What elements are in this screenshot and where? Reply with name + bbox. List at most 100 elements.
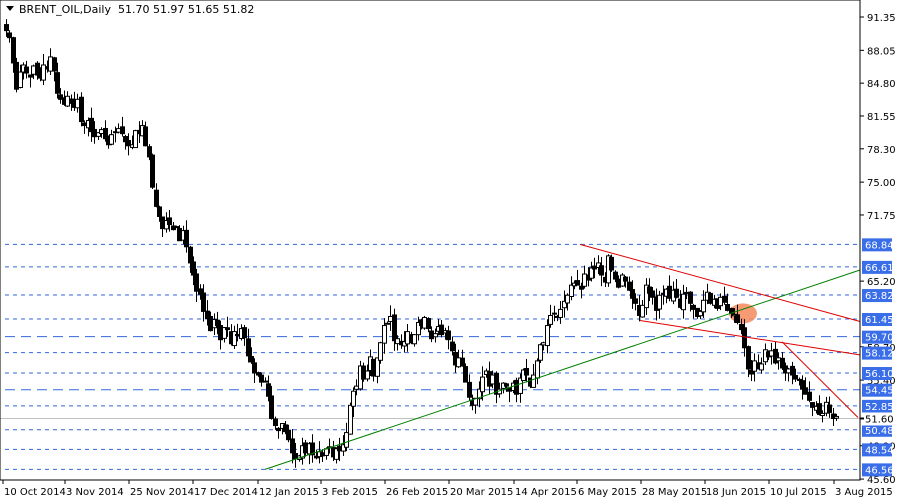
- candle: [198, 288, 203, 295]
- candle: [793, 375, 798, 380]
- plot-frame: [0, 0, 861, 481]
- candle: [684, 291, 689, 294]
- candle: [18, 71, 23, 89]
- candle: [541, 342, 546, 346]
- candle: [735, 314, 740, 324]
- candle: [701, 299, 706, 313]
- bid-label: 51.60: [865, 414, 894, 425]
- candle: [433, 333, 438, 338]
- candle: [7, 32, 12, 39]
- chart-title: BRENT_OIL,Daily 51.70 51.97 51.65 51.82: [6, 3, 254, 16]
- candle: [426, 318, 431, 330]
- candlesticks: [4, 19, 839, 468]
- candle: [133, 130, 138, 149]
- candle: [177, 227, 182, 242]
- candle: [385, 322, 390, 325]
- candle: [215, 319, 220, 327]
- candle: [810, 402, 815, 408]
- time-axis[interactable]: 10 Oct 2014 3 Nov 2014 25 Nov 2014 17 Dec 2…: [2, 480, 893, 498]
- candle: [303, 442, 308, 454]
- price-tick: 88.05: [867, 46, 896, 57]
- candle: [150, 154, 155, 188]
- green-trendline[interactable]: [264, 269, 861, 470]
- candle: [174, 226, 179, 229]
- candle: [188, 246, 193, 264]
- candle: [688, 291, 693, 304]
- candle: [790, 365, 795, 376]
- dropdown-triangle-icon[interactable]: [6, 6, 14, 11]
- candle: [524, 368, 529, 376]
- level-label-bg: [862, 367, 892, 381]
- candle: [480, 376, 485, 393]
- candle: [184, 229, 189, 248]
- candle: [759, 363, 764, 371]
- date-tick: 3 Nov 2014: [66, 487, 124, 498]
- candle: [633, 298, 638, 304]
- candle: [657, 294, 662, 310]
- price-tick: 81.55: [867, 112, 896, 123]
- candle: [531, 374, 536, 388]
- price-tick: 55.40: [867, 376, 896, 387]
- candle: [800, 380, 805, 390]
- candle: [518, 377, 523, 394]
- level-label-bg: [862, 238, 892, 252]
- red-trendline[interactable]: [781, 341, 859, 418]
- level-label-bg: [862, 330, 892, 344]
- candle: [14, 61, 19, 90]
- level-labels: 68.84 66.61 63.82 61.45 59.70 58.12 56.10 54.45…: [860, 238, 894, 477]
- red-trendline[interactable]: [639, 320, 861, 356]
- candle: [276, 427, 281, 432]
- candle: [456, 357, 461, 368]
- bid-label-bg: [862, 412, 892, 426]
- level-label-bg: [862, 443, 892, 457]
- candle: [786, 368, 791, 374]
- candle: [4, 24, 9, 32]
- candle: [667, 285, 672, 299]
- candle: [395, 338, 400, 345]
- date-tick: 3 Feb 2015: [322, 487, 378, 498]
- level-label: 52.85: [865, 402, 894, 413]
- candle: [191, 261, 196, 276]
- price-tick: 65.20: [867, 277, 896, 288]
- candle: [681, 293, 686, 311]
- candle: [378, 342, 383, 361]
- candle: [99, 129, 104, 135]
- candle: [609, 256, 614, 271]
- level-label: 59.70: [865, 333, 894, 344]
- candle: [160, 216, 165, 230]
- candle: [109, 134, 114, 145]
- date-tick: 25 Nov 2014: [130, 487, 194, 498]
- date-tick: 20 Mar 2015: [450, 487, 513, 498]
- candle: [565, 294, 570, 304]
- price-tick: 84.80: [867, 79, 896, 90]
- candle: [698, 310, 703, 317]
- candle: [341, 444, 346, 452]
- candle: [143, 126, 148, 147]
- candle: [504, 383, 509, 387]
- candle: [627, 281, 632, 291]
- candle: [416, 322, 421, 336]
- candle: [797, 378, 802, 381]
- candle: [334, 448, 339, 460]
- candle: [473, 397, 478, 406]
- candle: [820, 412, 825, 417]
- candle: [422, 316, 427, 329]
- candle: [344, 432, 349, 448]
- candle: [647, 286, 652, 294]
- level-label-bg: [862, 260, 892, 274]
- candle: [827, 404, 832, 413]
- red-trendline[interactable]: [579, 243, 861, 322]
- candle: [375, 357, 380, 377]
- candle: [412, 334, 417, 345]
- candle: [477, 388, 482, 400]
- candle: [623, 276, 628, 282]
- level-label-bg: [862, 383, 892, 397]
- candle: [337, 445, 342, 452]
- candle: [218, 325, 223, 341]
- candle: [392, 314, 397, 342]
- level-label-bg: [862, 463, 892, 477]
- candle: [749, 369, 754, 375]
- candle: [722, 295, 727, 303]
- candle: [538, 344, 543, 361]
